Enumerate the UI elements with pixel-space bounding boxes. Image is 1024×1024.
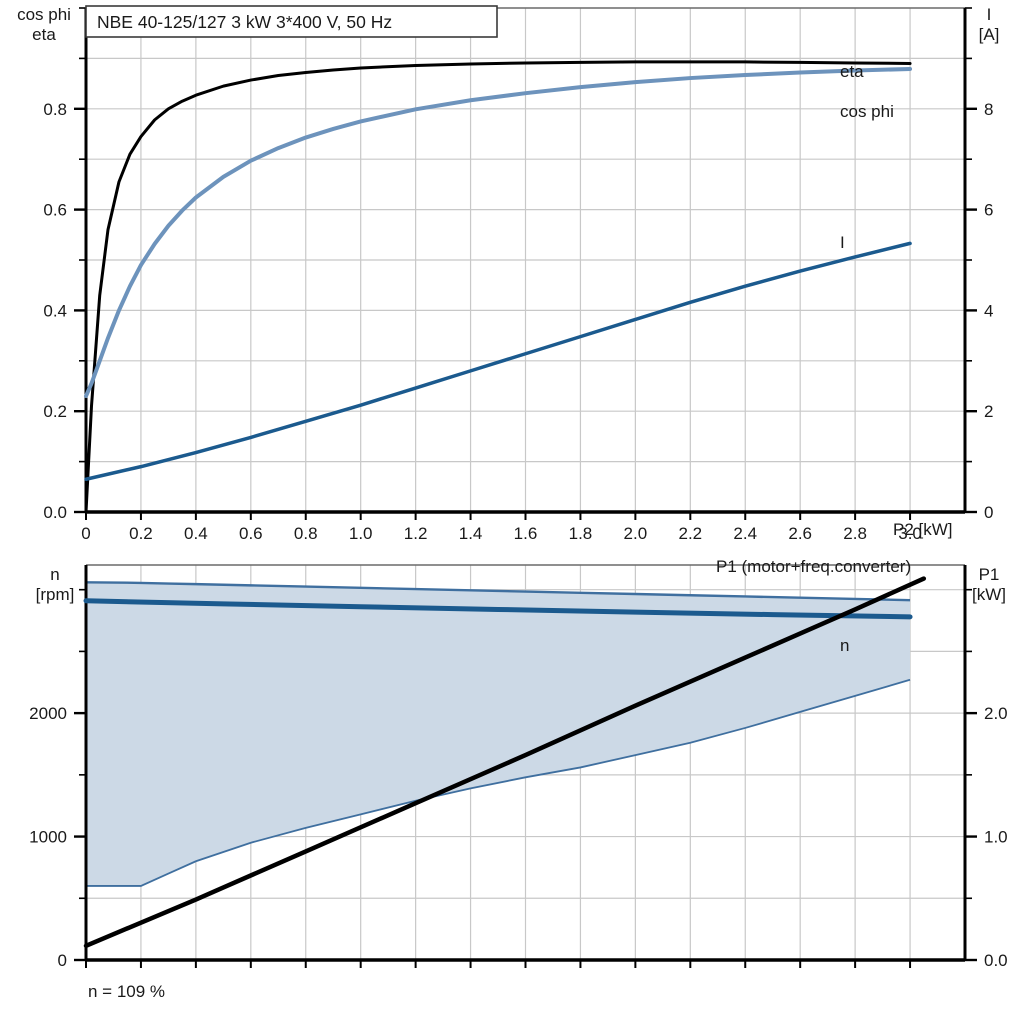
- ytick-label-left: 0.8: [43, 100, 67, 119]
- curve-label-eta: eta: [840, 62, 864, 81]
- top-chart-series: [86, 62, 910, 512]
- bottom-right-axis-title-line1: P1: [979, 565, 1000, 584]
- xtick-label: 2.6: [788, 524, 812, 543]
- series-cos-phi: [86, 69, 910, 396]
- top-chart-grid: [86, 8, 965, 512]
- top-chart-ticklabels: 0.0 0.2 0.4 0.6 0.8 0 2 4 6 8 0 0.2 0.4 0.6 0.8 1.0 1.2 1…: [43, 100, 993, 543]
- xtick-label: 0.4: [184, 524, 208, 543]
- xtick-label: 0.6: [239, 524, 263, 543]
- curve-label-current: I: [840, 233, 845, 252]
- ytick-label-right: 4: [984, 301, 993, 320]
- ytick-label-right: 2: [984, 402, 993, 421]
- bottom-right-axis-title-line2: [kW]: [972, 585, 1006, 604]
- ytick-label-left: 1000: [29, 828, 67, 847]
- figure-root: 0.0 0.2 0.4 0.6 0.8 0 2 4 6 8 0 0.2 0.4 0.6 0.8 1.0 1.2 1…: [0, 0, 1024, 1024]
- xtick-label: 1.6: [514, 524, 538, 543]
- curve-label-cos-phi: cos phi: [840, 102, 894, 121]
- ytick-label-right: 1.0: [984, 828, 1008, 847]
- curve-label-p1: P1 (motor+freq.converter): [716, 557, 911, 576]
- top-x-axis-title: P2 [kW]: [893, 520, 953, 539]
- title-box: NBE 40-125/127 3 kW 3*400 V, 50 Hz: [86, 6, 497, 37]
- xtick-label: 2.8: [843, 524, 867, 543]
- top-right-axis-title-line2: [A]: [979, 25, 1000, 44]
- ytick-label-left: 0.0: [43, 503, 67, 522]
- top-right-axis-title-line1: I: [987, 5, 992, 24]
- bottom-left-axis-title-line1: n: [50, 565, 59, 584]
- ytick-label-right: 0.0: [984, 951, 1008, 970]
- ytick-label-left: 0.2: [43, 402, 67, 421]
- ytick-label-right: 2.0: [984, 704, 1008, 723]
- curve-label-n: n: [840, 636, 849, 655]
- xtick-label: 0.2: [129, 524, 153, 543]
- ytick-label-left: 0.4: [43, 301, 67, 320]
- title-box-text: NBE 40-125/127 3 kW 3*400 V, 50 Hz: [97, 12, 392, 32]
- top-left-axis-title-line2: eta: [32, 25, 56, 44]
- ytick-label-right: 0: [984, 503, 993, 522]
- ytick-label-left: 0.6: [43, 201, 67, 220]
- xtick-label: 2.0: [624, 524, 648, 543]
- top-chart: 0.0 0.2 0.4 0.6 0.8 0 2 4 6 8 0 0.2 0.4 0.6 0.8 1.0 1.2 1…: [0, 0, 1024, 548]
- bottom-chart-band: [86, 582, 910, 886]
- ytick-label-right: 8: [984, 100, 993, 119]
- ytick-label-right: 6: [984, 201, 993, 220]
- ytick-label-left: 0: [58, 951, 67, 970]
- ytick-label-left: 2000: [29, 704, 67, 723]
- series-eta: [86, 62, 910, 512]
- xtick-label: 2.2: [678, 524, 702, 543]
- xtick-label: 1.2: [404, 524, 428, 543]
- xtick-label: 0.8: [294, 524, 318, 543]
- bottom-left-axis-title-line2: [rpm]: [36, 585, 75, 604]
- xtick-label: 2.4: [733, 524, 757, 543]
- bottom-chart: 0 1000 2000 0.0 1.0 2.0 n [rpm] P1 [kW] P1 (m…: [0, 548, 1024, 1024]
- xtick-label: 0: [81, 524, 90, 543]
- top-left-axis-title-line1: cos phi: [17, 5, 71, 24]
- xtick-label: 1.4: [459, 524, 483, 543]
- xtick-label: 1.0: [349, 524, 373, 543]
- xtick-label: 1.8: [569, 524, 593, 543]
- band-fill: [86, 582, 910, 886]
- footer-note: n = 109 %: [88, 982, 165, 1001]
